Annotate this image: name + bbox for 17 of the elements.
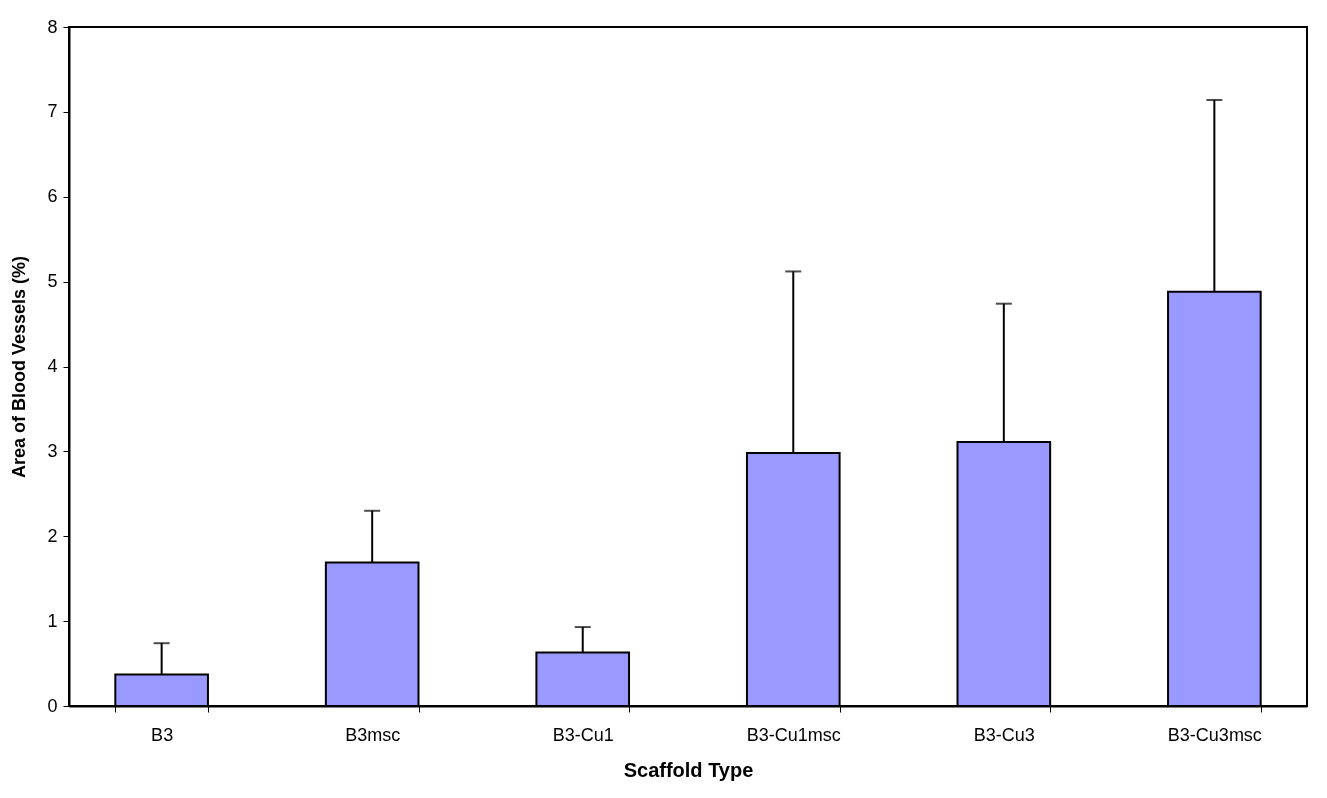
y-tick-label: 2 [47, 525, 58, 546]
y-tick-label: 7 [47, 101, 58, 122]
x-tick-label: B3-Cu1 [552, 724, 614, 745]
y-tick-label: 6 [47, 186, 58, 207]
y-axis-title: Area of Blood Vessels (%) [9, 255, 30, 479]
y-tick-label: 5 [47, 271, 58, 292]
y-tick-label: 1 [47, 610, 58, 631]
x-tick-label: B3-Cu3msc [1167, 724, 1262, 745]
y-tick-label: 0 [47, 695, 58, 716]
x-tick-label: B3 [151, 724, 174, 745]
x-tick-label: B3msc [345, 724, 401, 745]
x-tick-label: B3-Cu3 [973, 724, 1035, 745]
y-tick-label: 8 [47, 16, 58, 37]
x-axis-title: Scaffold Type [623, 758, 754, 781]
x-tick-label: B3-Cu1msc [746, 724, 841, 745]
y-tick-label: 3 [47, 440, 58, 461]
y-tick-label: 4 [47, 356, 58, 376]
